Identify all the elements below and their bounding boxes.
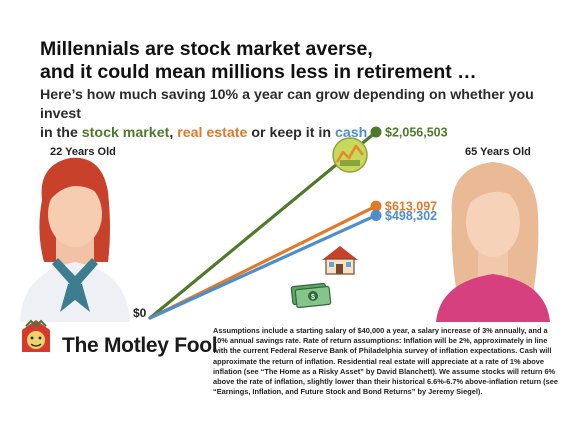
subtitle-cash: cash: [334, 125, 368, 141]
motley-fool-logo-mark: [22, 319, 50, 352]
stock-market-icon: [332, 137, 368, 173]
house-icon: [322, 246, 358, 275]
subtitle-real-estate: real estate: [177, 125, 248, 141]
title-line-2: and it could mean millions less in retir…: [40, 61, 477, 83]
logo-text: The Motley Fool: [62, 334, 218, 357]
series-end-label-real-estate: $613,097: [385, 200, 437, 214]
young-woman-illustration: [20, 157, 130, 322]
start-value-label: $0: [133, 306, 147, 320]
subtitle-stock-market: stock market: [81, 125, 170, 141]
subtitle-line-2: in the stock market, real estate or keep…: [40, 124, 570, 143]
age-end-label: 65 Years Old: [465, 146, 531, 158]
subtitle-in-the: in the: [40, 125, 82, 141]
subtitle-or-keep: or keep it in: [247, 125, 335, 141]
cash-icon: $: [290, 282, 332, 309]
page-subtitle: Here’s how much saving 10% a year can gr…: [40, 86, 570, 143]
title-line-1: Millennials are stock market averse,: [40, 38, 373, 60]
series-end-label-stock-market: $2,056,503: [385, 126, 448, 140]
series-endpoint-real-estate: [370, 200, 382, 212]
subtitle-comma: ,: [169, 125, 178, 141]
series-endpoint-stock-market: [370, 126, 382, 138]
series-endpoint-cash: [370, 209, 382, 221]
series-end-labels: $2,056,503 $613,097$498,302: [385, 126, 448, 223]
series-end-label-cash: $498,302: [385, 209, 437, 223]
older-woman-illustration: [436, 162, 550, 322]
svg-text:$: $: [311, 294, 315, 301]
page-title: Millennials are stock market averse, and…: [40, 38, 560, 84]
subtitle-line-1: Here’s how much saving 10% a year can gr…: [40, 87, 534, 122]
series-line-cash: [148, 213, 378, 320]
age-start-label: 22 Years Old: [50, 146, 116, 158]
series-endpoints: [370, 126, 382, 221]
assumptions-footnote: Assumptions include a starting salary of…: [213, 326, 558, 397]
